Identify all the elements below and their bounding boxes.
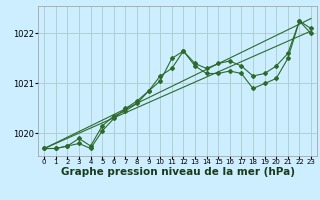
X-axis label: Graphe pression niveau de la mer (hPa): Graphe pression niveau de la mer (hPa) bbox=[60, 167, 295, 177]
